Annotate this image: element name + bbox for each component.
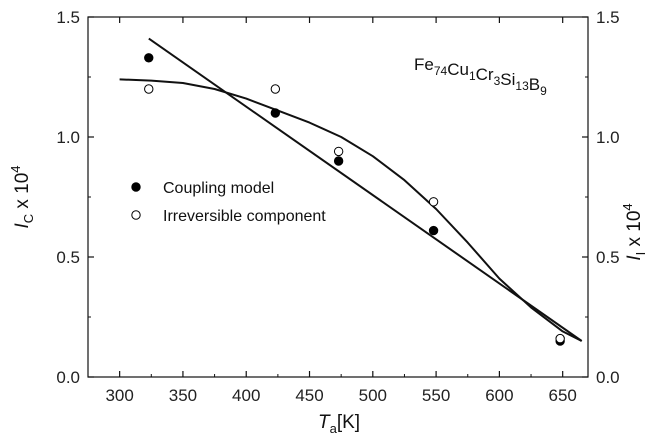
x-axis-label: Ta[K] xyxy=(318,412,360,436)
y-tick-label-left: 0.0 xyxy=(56,368,80,387)
legend-marker xyxy=(131,182,141,192)
point-coupling-model xyxy=(428,225,439,236)
x-tick-label: 450 xyxy=(295,386,323,405)
y-label-multiplier: x 10 xyxy=(12,173,33,214)
point-irreversible-component xyxy=(428,197,439,207)
y-axis-right: 0.0 0.5 1.0 1.5 xyxy=(582,8,620,387)
y-label-symbol: I xyxy=(12,223,33,229)
legend: Coupling model Irreversible component xyxy=(131,180,326,225)
fit-line-curve xyxy=(119,78,583,342)
formula-element: Cu xyxy=(447,60,469,79)
formula-element: B xyxy=(529,75,540,94)
y-axis-left: 0.0 0.5 1.0 1.5 xyxy=(56,8,94,387)
y-tick-label-right: 0.5 xyxy=(596,248,620,267)
x-tick-label: 550 xyxy=(422,386,450,405)
alloy-formula-annotation: Fe74Cu1Cr3Si13B9 xyxy=(414,55,547,98)
y-tick-label-left: 1.5 xyxy=(56,8,80,27)
y-tick-label-left: 1.0 xyxy=(56,128,80,147)
formula-subscript: 13 xyxy=(515,79,529,93)
y-label-symbol: I xyxy=(624,255,645,261)
formula-subscript: 1 xyxy=(469,69,476,83)
y-label-subscript: C xyxy=(21,214,36,223)
x-tick-label: 650 xyxy=(548,386,576,405)
formula-element: Cr xyxy=(476,65,494,84)
x-tick-label: 350 xyxy=(169,386,197,405)
y-axis-label-left: IC x 104 xyxy=(8,165,36,228)
y-tick-label-right: 0.0 xyxy=(596,368,620,387)
formula-subscript: 9 xyxy=(540,84,547,98)
y-label-subscript: I xyxy=(633,252,648,256)
legend-marker xyxy=(131,210,141,220)
fit-lines xyxy=(119,37,583,342)
x-label-subscript: a xyxy=(330,421,338,436)
point-irreversible-component xyxy=(144,84,154,94)
y-tick-label-left: 0.5 xyxy=(56,248,80,267)
legend-label: Irreversible component xyxy=(163,208,326,225)
x-tick-label: 600 xyxy=(485,386,513,405)
y-label-exponent: 4 xyxy=(8,165,23,172)
formula-element: Fe xyxy=(414,55,434,74)
point-irreversible-component xyxy=(270,84,281,94)
x-label-symbol: T xyxy=(318,412,331,433)
fit-line-straight xyxy=(148,37,583,342)
point-irreversible-component xyxy=(555,333,565,344)
y-tick-label-right: 1.0 xyxy=(596,128,620,147)
x-tick-label: 400 xyxy=(232,386,260,405)
x-label-unit: [K] xyxy=(337,412,360,433)
y-label-exponent: 4 xyxy=(620,203,635,210)
x-tick-label: 300 xyxy=(105,386,133,405)
x-axis: 300 350 400 450 500 550 600 650 xyxy=(105,17,577,405)
formula-subscript: 3 xyxy=(494,74,501,88)
y-label-multiplier: x 10 xyxy=(624,211,645,252)
data-points xyxy=(144,53,565,346)
point-coupling-model xyxy=(333,156,344,166)
y-tick-label-right: 1.5 xyxy=(596,8,620,27)
point-coupling-model xyxy=(270,108,281,118)
x-tick-label: 500 xyxy=(359,386,387,405)
point-coupling-model xyxy=(144,53,154,63)
formula-element: Si xyxy=(500,70,515,89)
legend-label: Coupling model xyxy=(163,180,274,197)
formula-subscript: 74 xyxy=(434,64,448,78)
y-axis-label-right: II x 104 xyxy=(620,203,648,260)
point-irreversible-component xyxy=(333,146,344,157)
